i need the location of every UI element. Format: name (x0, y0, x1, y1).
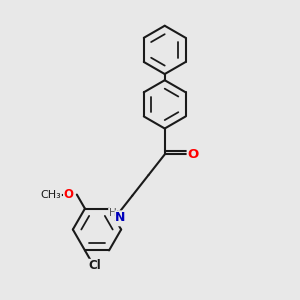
Text: N: N (116, 213, 126, 226)
Text: O: O (188, 148, 199, 161)
Text: O: O (64, 188, 74, 201)
Text: N: N (116, 211, 126, 224)
Text: H: H (110, 210, 119, 220)
Text: Cl: Cl (88, 260, 101, 272)
Text: H: H (109, 208, 116, 218)
Text: CH₃: CH₃ (40, 190, 61, 200)
